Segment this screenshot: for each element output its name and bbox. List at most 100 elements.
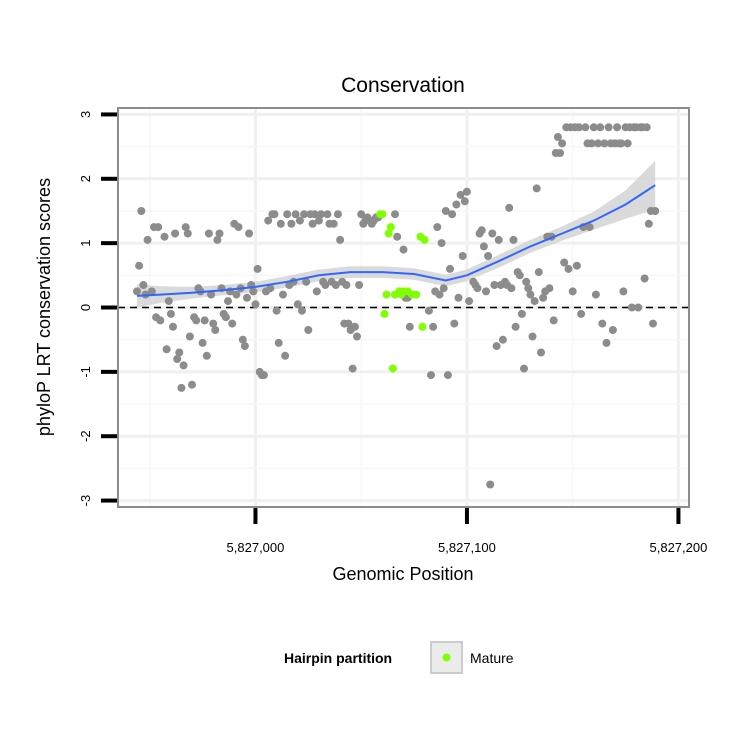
- point-other: [185, 332, 194, 341]
- point-other: [399, 245, 408, 254]
- point-other: [357, 210, 366, 219]
- point-other: [556, 149, 564, 157]
- point-other: [270, 210, 279, 219]
- point-other: [355, 281, 364, 289]
- point-other: [251, 300, 260, 309]
- point-other: [465, 297, 474, 306]
- point-other: [228, 319, 237, 328]
- point-other: [439, 284, 448, 293]
- point-other: [272, 306, 281, 315]
- point-other: [215, 229, 224, 238]
- y-tick-label: 2: [78, 175, 93, 182]
- y-axis-title: phyloP LRT conservation scores: [34, 178, 54, 436]
- x-tick-label: 5,827,200: [650, 540, 708, 555]
- point-other: [581, 123, 590, 132]
- point-other: [135, 261, 144, 270]
- point-other: [350, 322, 359, 331]
- y-tick-label: 1: [78, 239, 93, 246]
- point-other: [171, 229, 180, 238]
- point-other: [651, 207, 660, 215]
- point-other: [264, 216, 273, 225]
- point-other: [473, 284, 482, 293]
- point-other: [213, 235, 222, 244]
- point-other: [498, 335, 507, 344]
- point-other: [437, 239, 446, 248]
- point-mature: [420, 235, 429, 244]
- point-other: [568, 287, 577, 296]
- y-axis: -3 -2 -1 0 1 2 3: [78, 111, 117, 506]
- point-other: [623, 139, 632, 148]
- point-other: [604, 123, 613, 132]
- x-axis-title: Genomic Position: [332, 564, 473, 584]
- point-other: [619, 287, 628, 296]
- point-other: [524, 284, 533, 293]
- point-other: [209, 319, 218, 328]
- point-other: [488, 229, 497, 238]
- point-other: [283, 210, 292, 219]
- point-other: [162, 345, 171, 354]
- point-other: [291, 210, 300, 219]
- point-other: [613, 123, 622, 132]
- point-other: [534, 268, 543, 277]
- point-other: [589, 123, 598, 132]
- point-other: [515, 271, 524, 280]
- point-other: [276, 219, 285, 228]
- point-other: [649, 319, 657, 328]
- point-other: [310, 210, 319, 219]
- point-other: [634, 303, 643, 312]
- point-other: [342, 281, 351, 289]
- point-other: [137, 207, 146, 215]
- point-other: [166, 309, 175, 318]
- point-other: [391, 210, 399, 219]
- point-other: [143, 235, 152, 244]
- point-other: [314, 216, 323, 225]
- point-other: [175, 348, 184, 357]
- point-other: [627, 303, 636, 312]
- point-other: [528, 332, 537, 341]
- point-other: [446, 264, 454, 273]
- smooth-line: [136, 184, 656, 297]
- point-other: [234, 223, 243, 232]
- point-other: [522, 277, 531, 286]
- points-mature-layer: [376, 210, 429, 373]
- legend: Hairpin partition Mature: [284, 641, 514, 674]
- point-mature: [418, 322, 427, 331]
- point-other: [482, 287, 490, 296]
- point-other: [344, 319, 353, 328]
- point-other: [348, 364, 357, 373]
- point-other: [302, 277, 311, 286]
- point-other: [537, 348, 545, 357]
- point-other: [549, 316, 558, 325]
- point-other: [617, 139, 626, 148]
- point-other: [164, 297, 173, 306]
- point-other: [287, 219, 296, 228]
- point-other: [238, 335, 247, 344]
- point-other: [147, 287, 156, 296]
- point-other: [509, 235, 518, 244]
- x-axis: 5,827,000 5,827,100 5,827,200: [227, 508, 708, 555]
- point-other: [169, 322, 177, 331]
- point-other: [600, 139, 609, 148]
- point-other: [532, 184, 541, 193]
- point-other: [575, 123, 583, 132]
- point-other: [492, 342, 501, 351]
- point-other: [427, 371, 435, 380]
- point-other: [308, 219, 317, 228]
- point-other: [545, 284, 554, 293]
- point-other: [560, 258, 569, 267]
- point-other: [232, 290, 241, 299]
- y-tick-label: 3: [78, 111, 93, 118]
- point-other: [253, 264, 262, 273]
- point-other: [133, 287, 141, 296]
- point-other: [602, 338, 611, 347]
- point-other: [202, 351, 211, 360]
- point-other: [608, 326, 617, 334]
- legend-key-mature-point: [442, 653, 451, 662]
- point-other: [433, 223, 442, 232]
- point-other: [598, 319, 607, 328]
- point-other: [188, 380, 196, 389]
- point-mature: [386, 223, 395, 232]
- point-other: [183, 229, 192, 238]
- point-other: [298, 306, 306, 315]
